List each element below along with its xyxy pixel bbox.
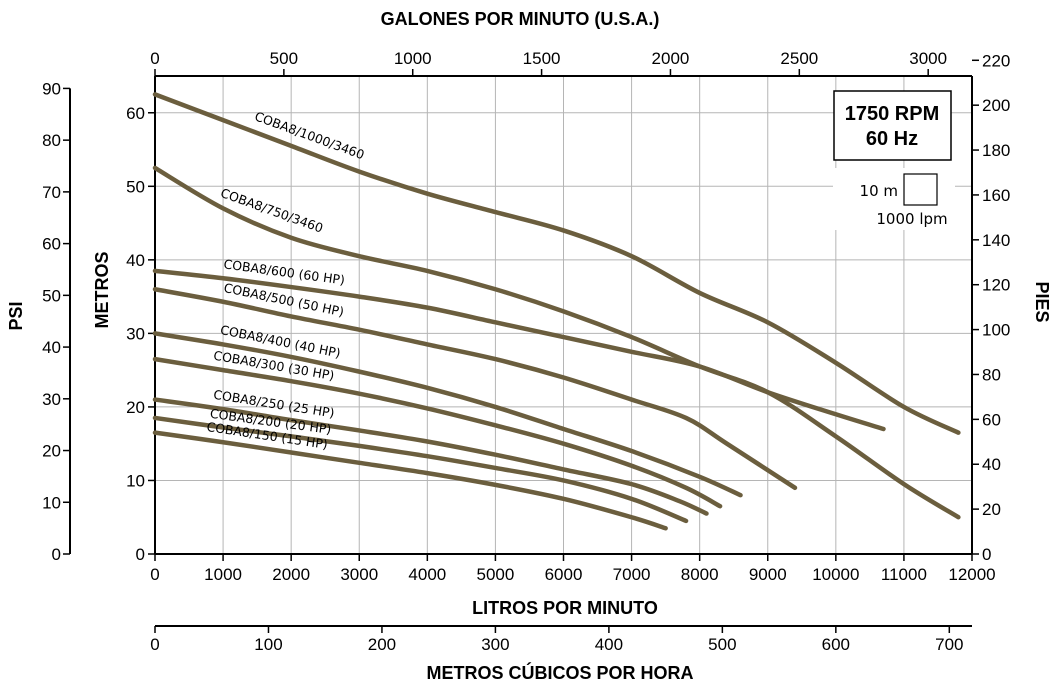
pies-tick-label: 60	[982, 410, 1001, 429]
curve-line	[152, 92, 961, 435]
pies-tick-label: 20	[982, 500, 1001, 519]
top-tick-label: 0	[150, 49, 159, 68]
psi-tick-label: 60	[42, 235, 61, 254]
meters-cubic-tick-label: 100	[254, 635, 282, 654]
meters-cubic-tick-label: 200	[368, 635, 396, 654]
meters-tick-label: 30	[126, 324, 145, 343]
top-tick-label: 1000	[394, 49, 432, 68]
bottom-tick-label: 12000	[948, 565, 995, 584]
pies-tick-label: 40	[982, 455, 1001, 474]
top-axis-title: GALONES POR MINUTO (U.S.A.)	[381, 9, 660, 29]
bottom-axis-title: LITROS POR MINUTO	[472, 598, 658, 618]
meters-cubic-tick-label: 300	[481, 635, 509, 654]
pies-tick-label: 140	[982, 231, 1010, 250]
meters-tick-label: 10	[126, 471, 145, 490]
pies-tick-label: 100	[982, 321, 1010, 340]
psi-tick-label: 80	[42, 131, 61, 150]
bottom-tick-label: 2000	[272, 565, 310, 584]
curves	[152, 92, 961, 531]
top-tick-label: 2000	[652, 49, 690, 68]
bottom-tick-label: 10000	[812, 565, 859, 584]
bottom-tick-label: 7000	[613, 565, 651, 584]
psi-tick-label: 0	[52, 545, 61, 564]
psi-tick-label: 50	[42, 286, 61, 305]
scale-key-flow: 1000 lpm	[876, 210, 947, 228]
meters-tick-label: 40	[126, 251, 145, 270]
hz-label: 60 Hz	[866, 128, 918, 150]
psi-tick-label: 40	[42, 338, 61, 357]
bottom-tick-label: 11000	[881, 565, 927, 584]
bottom-tick-label: 5000	[477, 565, 515, 584]
curve-line	[152, 430, 668, 531]
psi-tick-label: 90	[42, 79, 61, 98]
psi-tick-label: 20	[42, 442, 61, 461]
curve-line	[152, 356, 723, 509]
meters-axis-title: METROS	[92, 251, 112, 328]
psi-axis-title: PSI	[6, 301, 26, 330]
curve-line	[152, 415, 689, 524]
bottom-tick-label: 0	[150, 565, 159, 584]
meters-tick-label: 0	[136, 545, 145, 564]
psi-tick-label: 10	[42, 493, 61, 512]
info-box: 1750 RPM 60 Hz	[833, 90, 952, 161]
meters-tick-label: 20	[126, 398, 145, 417]
curve-line	[152, 397, 709, 516]
top-tick-label: 3000	[909, 49, 947, 68]
scale-key: 10 m 1000 lpm	[833, 168, 955, 230]
bottom-tick-label: 1000	[204, 565, 242, 584]
meters-cubic-tick-label: 0	[150, 635, 159, 654]
pies-tick-label: 180	[982, 141, 1010, 160]
top-tick-label: 500	[270, 49, 298, 68]
pies-tick-label: 80	[982, 365, 1001, 384]
pies-tick-label: 160	[982, 186, 1010, 205]
meters-cubic-tick-label: 400	[595, 635, 623, 654]
meters-tick-label: 60	[126, 104, 145, 123]
curve-line	[152, 268, 886, 432]
curve-label: COBA8/750/3460	[219, 185, 326, 236]
meters-tick-label: 50	[126, 177, 145, 196]
pies-tick-label: 0	[982, 545, 991, 564]
meters-cubic-tick-label: 600	[822, 635, 850, 654]
meters-cubic-tick-label: 500	[708, 635, 736, 654]
curve-line	[152, 165, 961, 520]
bottom-tick-label: 8000	[681, 565, 719, 584]
bottom-tick-label: 6000	[545, 565, 583, 584]
psi-tick-label: 70	[42, 183, 61, 202]
meters-cubic-axis-title: METROS CÚBICOS POR HORA	[426, 662, 693, 683]
pies-tick-label: 120	[982, 276, 1010, 295]
info-box-frame	[833, 90, 952, 161]
pies-tick-label: 200	[982, 96, 1010, 115]
top-tick-label: 1500	[523, 49, 561, 68]
pies-tick-label: 220	[982, 51, 1010, 70]
bottom-tick-label: 3000	[340, 565, 378, 584]
axes: 0 1000 2000 3000 4000 5000 6000 7000 8000 9000 100…	[42, 49, 1010, 654]
bottom-tick-label: 9000	[749, 565, 787, 584]
curve-line	[152, 287, 798, 491]
psi-tick-label: 30	[42, 390, 61, 409]
rpm-label: 1750 RPM	[845, 103, 940, 125]
pies-axis-title: PIES	[1032, 281, 1049, 322]
bottom-tick-label: 4000	[408, 565, 446, 584]
meters-cubic-tick-label: 700	[935, 635, 963, 654]
scale-key-square	[903, 173, 938, 206]
curve-line	[152, 331, 743, 498]
scale-key-height: 10 m	[860, 182, 898, 200]
top-tick-label: 2500	[780, 49, 818, 68]
